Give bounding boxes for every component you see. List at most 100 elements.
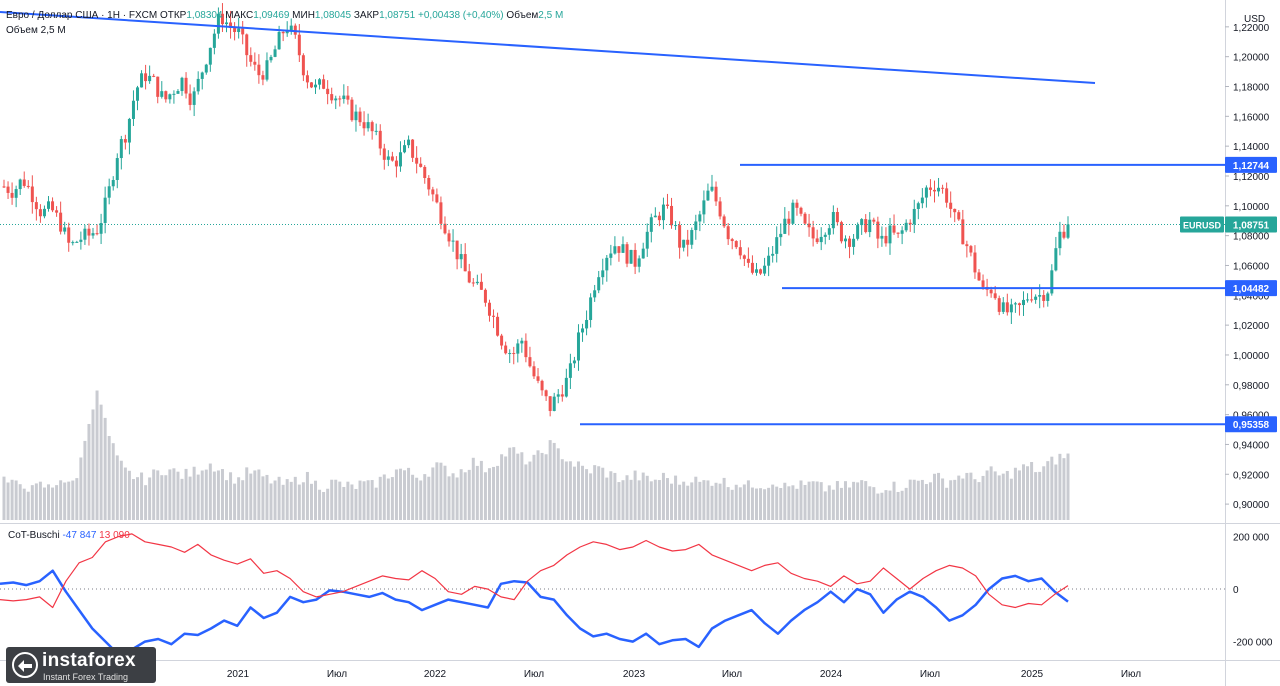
candle-body [192,91,196,105]
volume-bar [342,486,346,520]
candle-body [305,75,309,83]
volume-bar [95,390,99,520]
candle-body [872,219,876,222]
price-tick-label: 1,16000 [1233,112,1270,123]
candle-body [556,394,560,397]
volume-bar [714,482,718,520]
candle-body [916,203,920,209]
candle-body [900,230,904,234]
candle-body [856,225,860,239]
price-tick-label: 0,96000 [1233,411,1270,422]
candle-body [103,197,107,223]
candle-body [629,249,633,264]
candle-body [949,202,953,209]
candle-body [459,254,463,260]
candle-body [152,75,156,77]
volume-bar [718,483,722,520]
candle-body [233,28,237,33]
volume-label: Объем [506,10,539,21]
candle-body [601,270,605,278]
time-axis: 2021 Июл 2022 Июл 2023 Июл 2024 Июл 2025 Июл [227,669,1141,680]
candle-body [912,208,916,225]
volume-bar [111,443,115,520]
candle-body [423,166,427,178]
volume-bar [1034,472,1038,520]
volume-bar [920,479,924,520]
price-tick-label: 0,98000 [1233,381,1270,392]
volume-bar [439,462,443,520]
candle-body [892,225,896,233]
volume-bar [560,459,564,520]
candle-body [91,233,95,236]
volume-bar [576,461,580,520]
candle-body [144,73,148,82]
volume-bar [795,488,799,520]
candle-body [14,189,18,198]
candle-body [827,228,831,235]
volume-bar [14,480,18,520]
volume-bar [382,474,386,520]
volume-bar [568,461,572,520]
candle-body [973,252,977,273]
candle-body [957,212,961,220]
volume-bar [156,470,160,520]
volume-bar [1050,456,1054,520]
time-tick-label: Июл [1121,669,1141,680]
candle-body [880,235,884,239]
volume-bar [977,482,981,520]
price-tick-label: 1,04000 [1233,291,1270,302]
volume-bar [864,481,868,520]
volume-bar [358,480,362,520]
volume-bar [508,447,512,520]
candle-body [338,98,342,100]
candle-body [309,82,313,88]
candle-body [164,91,168,100]
candle-body [220,13,224,25]
candle-body [301,55,305,76]
candle-body [524,340,528,358]
volume-bar [354,488,358,520]
candle-body [754,269,758,273]
volume-bar [471,457,475,520]
volume-bar [326,488,330,520]
candle-body [346,95,350,100]
candle-body [864,219,868,233]
volume-bar [1066,453,1070,520]
candle-body [216,13,220,34]
volume-bar [500,454,504,520]
volume-bar [572,466,576,520]
candle-body [581,328,585,333]
time-tick-label: Июл [524,669,544,680]
candle-body [180,77,184,92]
volume-bar [192,466,196,520]
volume-bar [597,466,601,520]
volume-bar [880,492,884,520]
candle-body [597,277,601,291]
volume-bar [750,487,754,520]
price-tick-label: 1,00000 [1233,351,1270,362]
volume-bar [2,476,6,520]
candle-body [609,253,613,258]
candle-body [95,233,99,235]
volume-bar [791,485,795,520]
candle-body [795,202,799,208]
candle-body [536,376,540,381]
volume-bar [876,493,880,520]
volume-bar [390,477,394,520]
candle-body [334,98,338,101]
volume-bar [924,484,928,520]
candle-body [204,64,208,73]
volume-bar [969,472,973,520]
candle-body [427,177,431,190]
volume-bar [552,442,556,520]
volume-bar [1013,467,1017,520]
volume-bar [99,404,103,520]
candle-body [127,118,131,143]
candle-body [860,219,864,226]
candle-body [176,91,180,94]
volume-bar [892,481,896,520]
price-tick-label: 0,90000 [1233,500,1270,511]
price-tick-label: 1,02000 [1233,321,1270,332]
volume-bar [767,487,771,520]
